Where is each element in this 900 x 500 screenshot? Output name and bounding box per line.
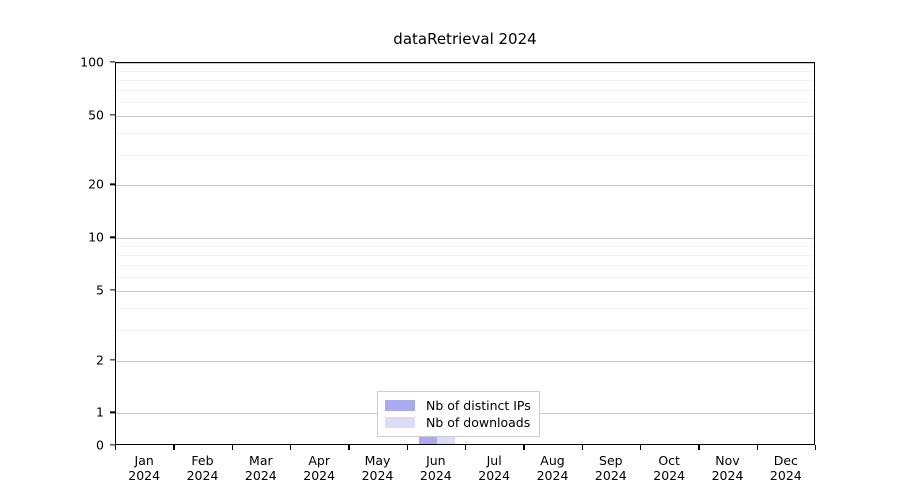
x-tick-label-line: 2024: [769, 468, 802, 483]
x-tick-label-line: May: [364, 453, 391, 468]
x-tick-label: Nov 2024: [693, 453, 763, 483]
x-tick-mark: [115, 445, 117, 450]
y-tick-label: 20: [88, 176, 104, 192]
x-tick-label-line: Nov: [715, 453, 740, 468]
legend-label: Nb of downloads: [426, 415, 531, 430]
y-axis: 0 1 2 5 10 20 50 100: [60, 55, 115, 453]
gridline-minor: [116, 265, 814, 267]
x-tick-label-line: 2024: [419, 468, 452, 483]
x-tick-mark: [290, 445, 292, 450]
y-tick-label: 1: [96, 404, 104, 420]
x-tick-mark: [815, 445, 817, 450]
x-tick-label-line: Aug: [540, 453, 565, 468]
x-tick-label-line: 2024: [594, 468, 627, 483]
x-tick-label-line: Feb: [191, 453, 214, 468]
y-tick-label: 100: [80, 54, 104, 70]
x-tick-label-line: 2024: [244, 468, 277, 483]
legend-swatch: [385, 400, 415, 411]
x-tick-label-line: 2024: [361, 468, 394, 483]
x-tick-label-line: Mar: [249, 453, 273, 468]
gridline-minor: [116, 246, 814, 248]
x-tick-label: Apr 2024: [284, 453, 354, 483]
x-tick-label: Jul 2024: [459, 453, 529, 483]
x-tick-mark: [348, 445, 350, 450]
gridline-minor: [116, 307, 814, 309]
y-tick-mark: [110, 411, 115, 414]
y-tick-label: 50: [88, 107, 104, 123]
x-tick-label-line: 2024: [536, 468, 569, 483]
x-tick-label: Jan 2024: [109, 453, 179, 483]
gridline-major: [116, 290, 814, 292]
gridline-minor: [116, 132, 814, 134]
x-tick-label: Oct 2024: [634, 453, 704, 483]
y-tick-mark: [110, 114, 115, 116]
legend-item[interactable]: Nb of distinct IPs: [385, 397, 531, 414]
y-tick-mark: [110, 236, 115, 238]
x-tick-mark: [698, 445, 700, 450]
gridline-minor: [116, 79, 814, 81]
gridline-minor: [116, 277, 814, 279]
plot-area: [115, 62, 815, 445]
x-tick-label: May 2024: [343, 453, 413, 483]
gridlines: [116, 63, 814, 444]
y-tick-label: 2: [96, 352, 104, 368]
gridline-major: [116, 115, 814, 117]
x-tick-mark: [231, 445, 233, 450]
gridline-minor: [116, 255, 814, 257]
x-tick-label-line: 2024: [128, 468, 161, 483]
x-tick-mark: [523, 445, 525, 450]
x-tick-label: Aug 2024: [518, 453, 588, 483]
x-tick-mark: [581, 445, 583, 450]
y-tick-mark: [110, 61, 115, 63]
gridline-major: [116, 360, 814, 362]
gridline-major: [116, 185, 814, 187]
x-tick-mark: [756, 445, 758, 450]
x-tick-label-line: 2024: [478, 468, 511, 483]
x-tick-label-line: Jul: [486, 453, 502, 468]
x-tick-mark: [640, 445, 642, 450]
gridline-minor: [116, 71, 814, 73]
y-tick-mark: [110, 289, 115, 291]
gridline-major: [116, 238, 814, 240]
x-tick-label: Sep 2024: [576, 453, 646, 483]
x-tick-label-line: Jun: [426, 453, 446, 468]
x-tick-label-line: 2024: [653, 468, 686, 483]
x-tick-label-line: Sep: [599, 453, 623, 468]
x-tick-mark: [406, 445, 408, 450]
gridline-minor: [116, 101, 814, 103]
x-axis: Jan 2024 Feb 2024 Mar 2024 Apr 2024 May 2024 Jun 20…: [115, 445, 817, 495]
gridline-minor: [116, 154, 814, 156]
x-tick-label: Dec 2024: [751, 453, 821, 483]
x-tick-mark: [173, 445, 175, 450]
y-tick-mark: [110, 183, 115, 186]
y-tick-mark: [110, 444, 115, 446]
x-tick-label-line: 2024: [303, 468, 336, 483]
chart-legend: Nb of distinct IPs Nb of downloads: [377, 391, 540, 437]
legend-label: Nb of distinct IPs: [426, 398, 531, 413]
x-tick-label-line: Apr: [308, 453, 330, 468]
legend-item[interactable]: Nb of downloads: [385, 414, 531, 431]
x-tick-label: Feb 2024: [168, 453, 238, 483]
x-tick-label-line: Jan: [134, 453, 154, 468]
y-tick-label: 10: [88, 229, 104, 245]
x-tick-label: Mar 2024: [226, 453, 296, 483]
bars-layer: [116, 63, 814, 444]
x-tick-label-line: Oct: [658, 453, 680, 468]
x-tick-label-line: 2024: [186, 468, 219, 483]
x-tick-mark: [465, 445, 467, 450]
x-tick-label-line: Dec: [773, 453, 798, 468]
y-tick-label: 0: [96, 437, 104, 453]
gridline-minor: [116, 90, 814, 92]
y-tick-label: 5: [96, 282, 104, 298]
y-tick-mark: [110, 359, 115, 361]
x-tick-label: Jun 2024: [401, 453, 471, 483]
legend-swatch: [385, 417, 415, 428]
gridline-major: [116, 63, 814, 64]
gridline-minor: [116, 329, 814, 331]
x-tick-label-line: 2024: [711, 468, 744, 483]
chart-title: dataRetrieval 2024: [393, 30, 537, 48]
